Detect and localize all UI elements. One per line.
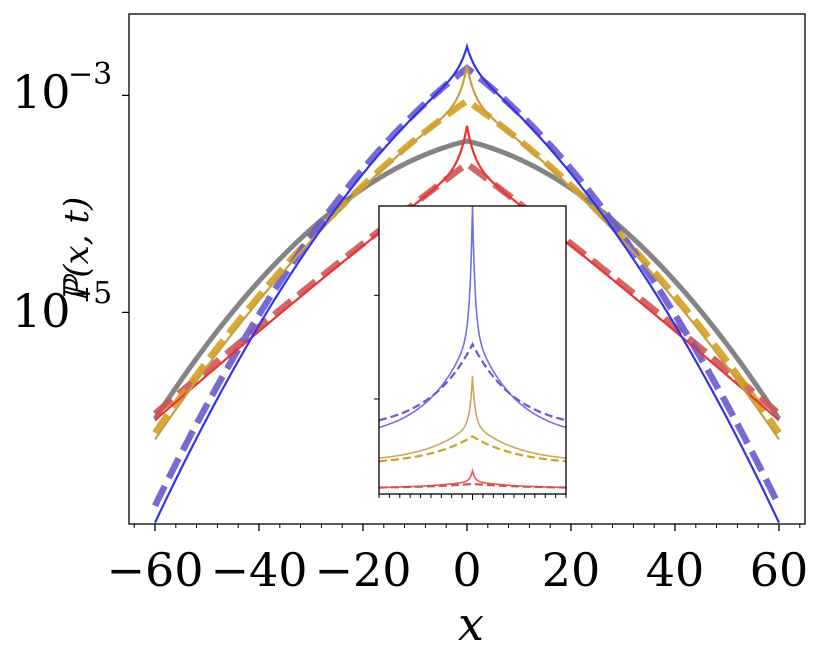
series-line-inset-red-dashed [379,482,566,489]
series-line-red-solid [154,125,780,422]
svg-text:10: 10 [12,284,71,338]
svg-text:−3: −3 [68,57,112,92]
xtick-label: −60 [106,543,203,597]
xtick-label: −40 [210,543,307,597]
series-line-gold-dashed [152,96,782,435]
svg-text:10: 10 [12,65,71,119]
x-axis-label: x [458,597,484,651]
series-line-inset-blue-solid [379,206,566,429]
inset-background [379,206,566,494]
series-line-gray-reference [152,138,782,421]
series-line-inset-gold-solid [379,375,566,459]
xtick-label: 20 [542,543,601,597]
series-line-blue-solid [154,42,780,524]
ytick-label-1e-3: 10 −3 [12,57,112,119]
series-line-gold-solid [154,65,780,440]
xtick-label: 40 [646,543,705,597]
xtick-label: −20 [314,543,411,597]
xtick-label: 0 [452,543,481,597]
xtick-label: 60 [750,543,809,597]
svg-text:−5: −5 [68,276,112,311]
y-axis-label: ℙ(x, t) [57,197,97,304]
series-line-inset-gold-dashed [379,435,566,463]
series-line-inset-blue-dashed [379,341,566,422]
ytick-label-1e-5: 10 −5 [12,276,112,338]
